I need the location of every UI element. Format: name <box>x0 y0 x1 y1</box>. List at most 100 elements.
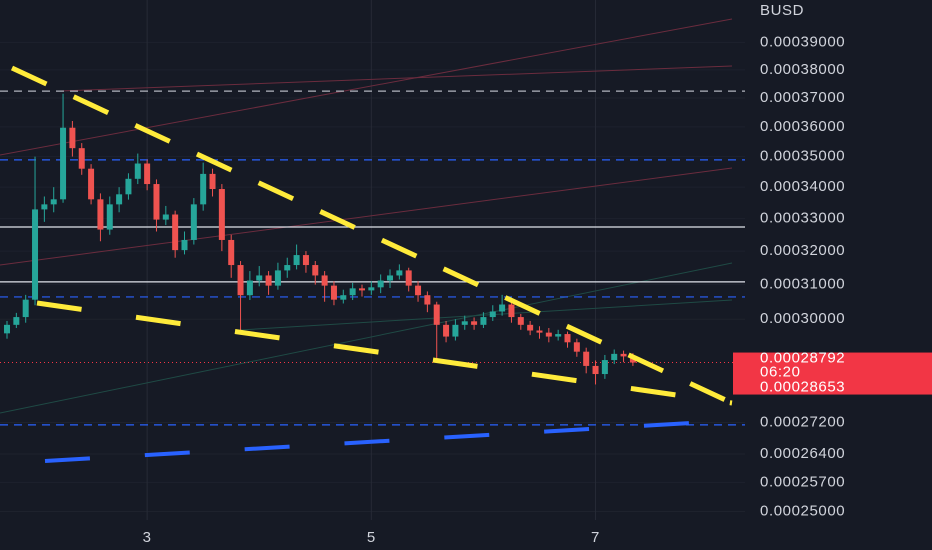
channel-line <box>239 299 733 331</box>
candle-body <box>256 275 263 281</box>
y-tick-label: 0.00037000 <box>760 89 845 106</box>
price-scale <box>745 0 932 550</box>
candle-body <box>564 334 571 343</box>
candle-body <box>555 334 562 337</box>
candle-body <box>321 275 328 286</box>
candle-body <box>545 332 552 337</box>
candle-body <box>302 255 309 266</box>
candle-body <box>4 324 11 334</box>
candle-body <box>573 342 580 352</box>
candle-body <box>517 317 524 325</box>
candle-body <box>387 275 394 281</box>
candle-body <box>153 184 160 220</box>
candle-body <box>340 295 347 300</box>
candle-body <box>601 360 608 375</box>
time-scale <box>0 522 745 550</box>
y-tick-label: 0.00030000 <box>760 310 845 327</box>
candle-body <box>78 148 85 169</box>
candle-body <box>265 275 272 286</box>
levels <box>0 90 745 426</box>
candle-body <box>433 304 440 325</box>
candle-body <box>480 317 487 325</box>
channel-line <box>0 167 733 266</box>
y-tick-label: 0.00031000 <box>760 276 845 293</box>
candle-body <box>50 199 57 205</box>
candle-body <box>489 311 496 318</box>
y-axis-label: BUSD <box>760 2 804 19</box>
candle-body <box>527 324 534 331</box>
candle-body <box>620 353 627 357</box>
candle-body <box>181 239 188 251</box>
candle-body <box>237 265 244 296</box>
candle-body <box>349 288 356 296</box>
candle-body <box>274 270 281 286</box>
y-tick-label: 0.00033000 <box>760 210 845 227</box>
y-tick-label: 0.00035000 <box>760 148 845 165</box>
grid <box>146 0 597 520</box>
candle-body <box>583 351 590 366</box>
candle-body <box>377 280 384 288</box>
candle-body <box>41 204 48 210</box>
candle-body <box>88 168 95 200</box>
y-tick-label: 0.00034000 <box>760 178 845 195</box>
channel-line <box>59 65 733 92</box>
candle-body <box>368 287 375 291</box>
candle-body <box>218 189 225 240</box>
candle-body <box>69 127 76 149</box>
candle-body <box>106 204 113 230</box>
x-tick-label: 3 <box>143 529 152 546</box>
candle-body <box>611 353 618 361</box>
candle-body <box>284 265 291 271</box>
candle-body <box>125 178 132 195</box>
candle-body <box>60 127 67 200</box>
candle-body <box>246 280 253 296</box>
candle-body <box>508 304 515 318</box>
trend-lines <box>10 65 734 463</box>
candle-body <box>452 324 459 337</box>
candle-body <box>396 270 403 276</box>
axes: 0.00039000 0.00038000 0.00037000 0.00036000… <box>143 33 932 546</box>
candle-body <box>471 321 478 325</box>
price-label: 0.00028792 <box>760 350 845 367</box>
candle-body <box>499 304 506 312</box>
candle-body <box>200 173 207 205</box>
candle-body <box>358 288 365 291</box>
drawings <box>0 18 733 414</box>
candle-body <box>172 214 179 251</box>
candle-body <box>405 270 412 286</box>
candle-body <box>190 204 197 240</box>
trend-line <box>44 420 709 463</box>
channel-line <box>0 18 733 156</box>
candle-body <box>134 163 141 179</box>
price-label: 0.00028653 <box>760 379 845 396</box>
y-tick-label: 0.00036000 <box>760 118 845 135</box>
x-tick-label: 7 <box>591 529 600 546</box>
candle-body <box>461 321 468 325</box>
candle-body <box>536 330 543 333</box>
candle-body <box>443 324 450 337</box>
y-tick-label: 0.00026400 <box>760 445 845 462</box>
y-tick-label: 0.00039000 <box>760 33 845 50</box>
candle-body <box>116 194 123 205</box>
price-box <box>733 352 932 395</box>
candle-body <box>97 199 104 230</box>
countdown: 06:20 <box>760 364 801 381</box>
candle-body <box>209 173 216 190</box>
channel-line <box>0 262 733 414</box>
candle-body <box>592 365 599 375</box>
candle-body <box>424 295 431 305</box>
y-tick-label: 0.00032000 <box>760 242 845 259</box>
candle-body <box>162 214 169 220</box>
candle-body <box>144 163 151 185</box>
candle-body <box>312 265 319 276</box>
candle-body <box>293 255 300 266</box>
y-tick-label: 0.00025700 <box>760 473 845 490</box>
candle-body <box>22 299 29 318</box>
y-tick-label: 0.00038000 <box>760 61 845 78</box>
candle-body <box>13 317 20 325</box>
candle-body <box>330 285 337 300</box>
trend-line <box>36 300 733 406</box>
candle-body <box>228 239 235 266</box>
candle-body <box>415 285 422 296</box>
